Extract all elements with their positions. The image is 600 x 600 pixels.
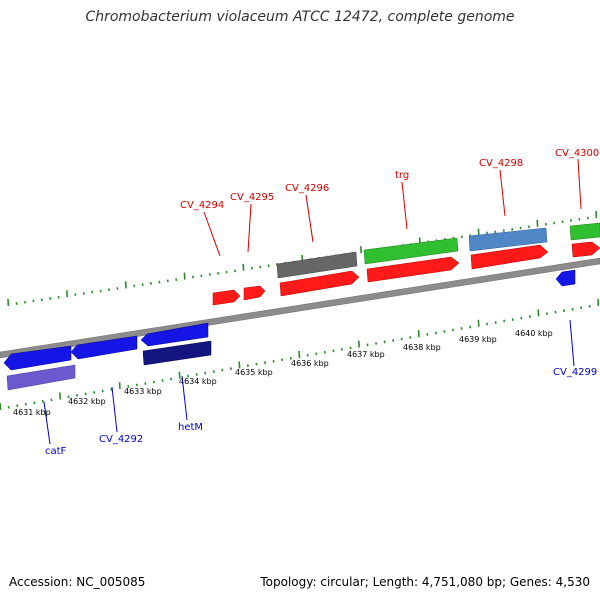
reverse-strand-genes	[3, 269, 576, 391]
forward-strand-genes	[212, 222, 600, 306]
gene-cv4296[interactable]	[276, 251, 358, 279]
scale-tick-labels: 4631 kbp 4632 kbp 4633 kbp 4634 kbp 4635…	[13, 329, 553, 417]
accession-text: Accession: NC_005085	[9, 575, 146, 589]
tick-label: 4637 kbp	[347, 350, 385, 359]
gene-label-cv4296[interactable]: CV_4296	[285, 183, 329, 194]
gene-label-cv4298[interactable]: CV_4298	[479, 158, 523, 169]
gene-cv4299[interactable]	[555, 269, 576, 287]
gene-cv4293[interactable]	[140, 322, 209, 347]
gene-trg[interactable]	[363, 237, 459, 265]
tick-label: 4636 kbp	[291, 359, 329, 368]
tick-label: 4639 kbp	[459, 335, 497, 344]
gene-cv4298-cds[interactable]	[470, 244, 549, 270]
gene-label-cv4300[interactable]: CV_4300	[555, 148, 599, 159]
gene-trg-cds[interactable]	[366, 256, 460, 283]
gene-label-hetM[interactable]: hetM	[178, 422, 203, 433]
gene-label-cv4295[interactable]: CV_4295	[230, 192, 274, 203]
reverse-gene-labels	[43, 319, 575, 445]
tick-label: 4633 kbp	[124, 387, 162, 396]
genome-backbone	[0, 257, 600, 359]
tick-label: 4638 kbp	[403, 343, 441, 352]
genome-summary-text: Topology: circular; Length: 4,751,080 bp…	[260, 575, 590, 589]
gene-hetM[interactable]	[142, 340, 212, 366]
gene-catF-cds[interactable]	[3, 345, 72, 371]
gene-cv4298[interactable]	[468, 227, 548, 252]
scale-ruler	[0, 298, 600, 411]
forward-gene-labels	[203, 158, 582, 257]
tick-label: 4632 kbp	[68, 397, 106, 406]
map-title: Chromobacterium violaceum ATCC 12472, co…	[85, 9, 515, 25]
gene-label-catF[interactable]: catF	[45, 446, 67, 457]
tick-label: 4634 kbp	[179, 377, 217, 386]
gene-label-cv4292[interactable]: CV_4292	[99, 434, 143, 445]
gene-cv4295[interactable]	[243, 285, 266, 301]
tick-label: 4635 kbp	[235, 368, 273, 377]
gene-label-cv4299[interactable]: CV_4299	[553, 367, 597, 378]
tick-label: 4631 kbp	[13, 408, 51, 417]
gene-catF[interactable]	[6, 364, 76, 391]
tick-label: 4640 kbp	[515, 329, 553, 338]
gene-cv4300-cds[interactable]	[571, 241, 600, 258]
gene-cv4296-cds[interactable]	[279, 270, 360, 297]
gene-label-trg[interactable]: trg	[395, 170, 409, 181]
gene-cv4300[interactable]	[569, 222, 600, 241]
gene-label-cv4294[interactable]: CV_4294	[180, 200, 224, 211]
gene-cv4294[interactable]	[212, 289, 241, 306]
gene-cv4292[interactable]	[70, 335, 138, 360]
